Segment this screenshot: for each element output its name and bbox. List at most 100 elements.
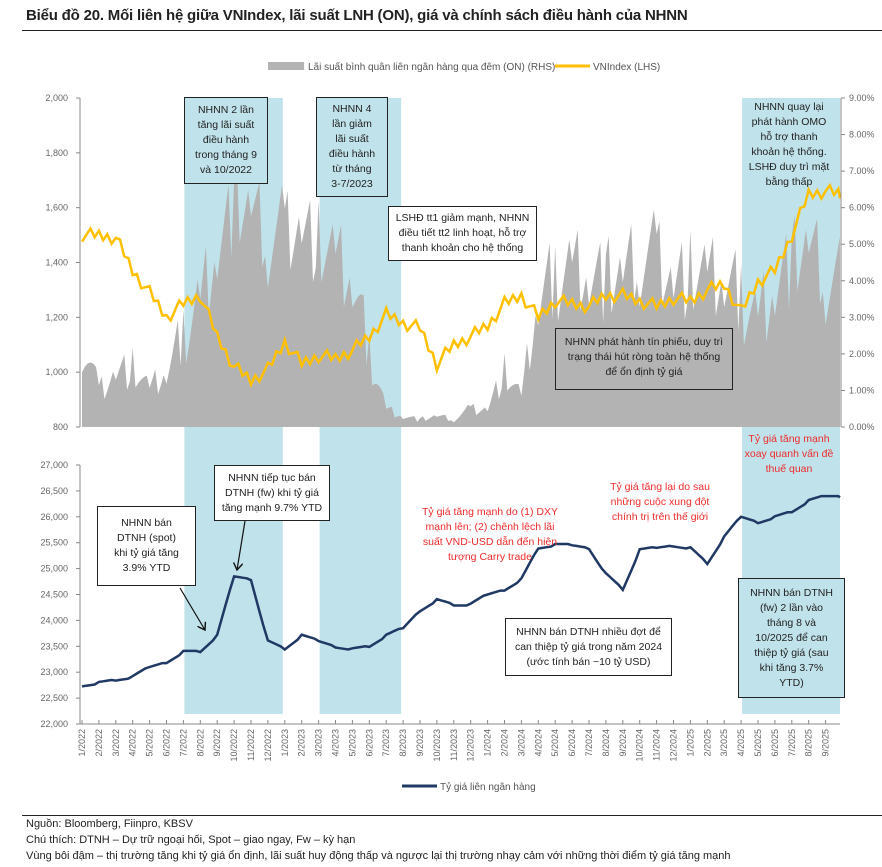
x-tick-label: 11/2022 [246,729,256,761]
annotation-omo: NHNN quay lại phát hành OMO hỗ trợ thanh… [748,101,830,188]
x-tick-label: 2/2023 [297,729,307,757]
x-tick-label: 9/2023 [415,729,425,757]
fx-tick-label: 23,000 [40,667,68,677]
x-tick-label: 3/2024 [516,729,526,757]
left-tick-label: 1,800 [45,148,68,158]
fx-tick-label: 26,000 [40,512,68,522]
x-tick-label: 8/2022 [195,729,205,757]
x-tick-label: 9/2024 [618,729,628,757]
x-tick-label: 8/2024 [601,729,611,757]
left-tick-label: 800 [53,422,68,432]
fx-tick-label: 22,000 [40,719,68,729]
left-tick-label: 1,600 [45,203,68,213]
x-tick-label: 1/2023 [280,729,290,757]
x-tick-label: 4/2025 [736,729,746,757]
x-tick-label: 9/2022 [212,729,222,757]
annotation-2024-sales: NHNN bán DTNH nhiều đợt để can thiệp tỷ … [505,618,672,676]
x-tick-label: 8/2023 [398,729,408,757]
footer-remark: Vùng bôi đậm – thị trường tăng khi tỷ gi… [26,850,731,862]
annotation-bills: NHNN phát hành tín phiếu, duy trì trạng … [555,328,733,390]
x-tick-label: 12/2022 [263,729,273,762]
footer-source: Nguồn: Bloomberg, Fiinpro, KBSV [26,818,193,830]
chart-title: Biểu đồ 20. Mối liên hệ giữa VNIndex, lã… [26,7,688,24]
x-tick-label: 10/2023 [432,729,442,762]
annotation-tariffs: Tỷ giá tăng mạnh xoay quanh vấn đề thuế … [744,433,834,475]
x-tick-label: 2/2022 [94,729,104,757]
x-tick-label: 1/2025 [685,729,695,757]
x-tick-label: 9/2025 [821,729,831,757]
arrow-fw-sale [237,520,246,570]
right-tick-label: 8.00% [849,130,875,140]
x-tick-label: 7/2024 [584,729,594,757]
annotation-liquidity: LSHĐ tt1 giảm mạnh, NHNN điều tiết tt2 l… [388,206,537,261]
x-tick-label: 5/2025 [753,729,763,757]
right-tick-label: 7.00% [849,166,875,176]
legend-label-on-rate: Lãi suất bình quân liên ngân hàng qua đê… [308,61,555,73]
footer-divider [22,815,882,816]
x-tick-label: 2/2024 [500,729,510,757]
right-tick-label: 9.00% [849,93,875,103]
left-tick-label: 1,400 [45,258,68,268]
fx-line [81,494,841,688]
x-tick-label: 11/2023 [449,729,459,761]
x-tick-label: 12/2024 [669,729,679,762]
x-tick-label: 1/2024 [483,729,493,757]
annotation-fw-sale: NHNN tiếp tục bán DTNH (fw) khi tỷ giá t… [214,465,330,521]
legend-label-fx: Tỷ giá liên ngân hàng [440,781,536,793]
x-tick-label: 6/2024 [567,729,577,757]
fx-tick-label: 24,500 [40,590,68,600]
x-tick-label: 5/2022 [145,729,155,757]
annotation-rate-hike: NHNN 2 lần tăng lãi suất điều hành trong… [184,97,268,184]
left-tick-label: 1,000 [45,367,68,377]
right-tick-label: 6.00% [849,203,875,213]
right-tick-label: 1.00% [849,385,875,395]
right-tick-label: 0.00% [849,422,875,432]
fx-tick-label: 26,500 [40,486,68,496]
x-tick-label: 3/2025 [719,729,729,757]
legend-swatch-on-rate [268,62,304,70]
x-tick-label: 4/2024 [533,729,543,757]
x-tick-label: 11/2024 [652,729,662,761]
x-tick-label: 3/2023 [314,729,324,757]
x-tick-label: 12/2023 [466,729,476,762]
x-tick-label: 7/2025 [787,729,797,757]
x-tick-label: 10/2024 [635,729,645,762]
title-divider [22,30,882,31]
x-tick-label: 1/2022 [77,729,87,757]
x-tick-label: 2/2025 [702,729,712,757]
annotation-rate-cut: NHNN 4 lần giảm lãi suất điều hành từ th… [316,97,388,197]
x-tick-label: 6/2025 [770,729,780,757]
footer-note: Chú thích: DTNH – Dự trữ ngoại hối, Spot… [26,834,356,846]
x-tick-label: 4/2022 [128,729,138,757]
x-tick-label: 6/2023 [364,729,374,757]
left-tick-label: 2,000 [45,93,68,103]
x-tick-label: 10/2022 [229,729,239,762]
fx-tick-label: 25,000 [40,564,68,574]
arrow-spot-sale [179,587,205,630]
fx-tick-label: 23,500 [40,641,68,651]
x-tick-label: 7/2022 [178,729,188,757]
x-tick-label: 5/2024 [550,729,560,757]
x-tick-label: 6/2022 [162,729,172,757]
annotation-dxy: Tỷ giá tăng mạnh do (1) DXY mạnh lên; (2… [422,506,558,563]
right-tick-label: 3.00% [849,312,875,322]
annotation-spot-sale: NHNN bán DTNH (spot) khi tỷ giá tăng 3.9… [97,506,196,586]
fx-tick-label: 25,500 [40,538,68,548]
x-tick-label: 5/2023 [347,729,357,757]
right-tick-label: 2.00% [849,349,875,359]
fx-tick-label: 22,500 [40,693,68,703]
vnindex-line [80,182,842,389]
right-tick-label: 4.00% [849,276,875,286]
x-tick-label: 8/2025 [804,729,814,757]
annotation-geopolitics: Tỷ giá tăng lại do sau những cuộc xung đ… [610,481,710,523]
fx-tick-label: 27,000 [40,460,68,470]
right-tick-label: 5.00% [849,239,875,249]
legend-label-vnindex: VNIndex (LHS) [593,62,660,73]
x-tick-label: 4/2023 [331,729,341,757]
fx-tick-label: 24,000 [40,615,68,625]
x-tick-label: 3/2022 [111,729,121,757]
annotation-2025-sales: NHNN bán DTNH (fw) 2 lần vào tháng 8 và … [738,578,845,698]
x-tick-label: 7/2023 [381,729,391,757]
left-tick-label: 1,200 [45,312,68,322]
